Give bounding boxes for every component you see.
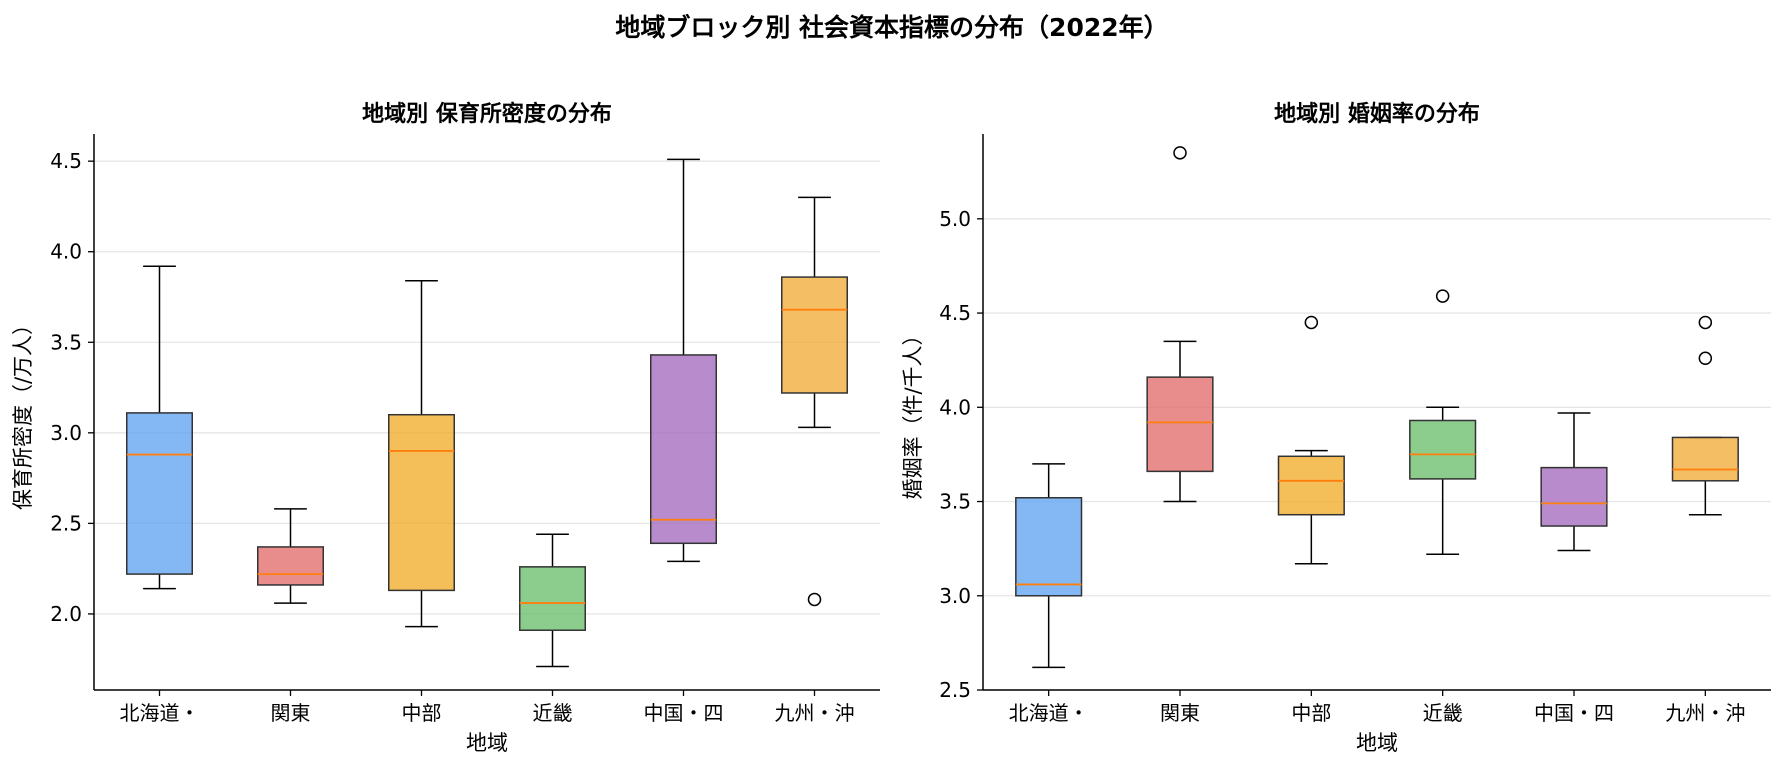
box-2 <box>1277 315 1345 565</box>
x-tick-label: 中国・四 <box>644 701 724 725</box>
x-axis-label: 地域 <box>1356 731 1398 755</box>
x-tick-label: 北海道・ <box>120 701 200 725</box>
y-tick-label: 2.5 <box>939 678 971 702</box>
y-axis-label: 保育所密度（/万人） <box>11 314 35 510</box>
y-tick-label: 4.0 <box>50 240 82 264</box>
y-tick-label: 4.5 <box>939 301 971 325</box>
iqr-box <box>650 354 717 545</box>
x-tick-label: 中部 <box>402 701 442 725</box>
box-3 <box>1409 289 1477 556</box>
box-0 <box>1015 463 1083 669</box>
x-tick-label: 中国・四 <box>1534 701 1614 725</box>
x-tick-label: 九州・沖 <box>1665 701 1745 725</box>
y-axis-label: 婚姻率（件/千人） <box>901 324 925 499</box>
box-1 <box>257 508 324 604</box>
box-5 <box>781 196 848 607</box>
x-tick-label: 関東 <box>271 701 311 725</box>
iqr-box <box>781 276 848 394</box>
outlier-point <box>1304 315 1319 330</box>
box-0 <box>126 265 193 590</box>
panel-title: 地域別 保育所密度の分布 <box>362 101 612 127</box>
iqr-box <box>519 566 586 631</box>
y-tick-label: 2.0 <box>50 602 82 626</box>
outlier-point <box>1173 146 1187 160</box>
x-axis-label: 地域 <box>466 731 508 755</box>
box-3 <box>519 533 586 668</box>
box-1 <box>1146 146 1214 503</box>
outlier-point <box>807 592 822 607</box>
x-tick-label: 関東 <box>1160 701 1200 725</box>
box-4 <box>650 158 717 563</box>
x-tick-label: 中部 <box>1291 701 1331 725</box>
y-tick-label: 4.0 <box>939 395 971 419</box>
y-tick-label: 3.5 <box>50 330 82 354</box>
y-tick-label: 3.0 <box>50 421 82 445</box>
panel-title: 地域別 婚姻率の分布 <box>1274 101 1480 127</box>
x-tick-label: 近畿 <box>533 701 573 725</box>
nursery-density-panel: 2.0 2.5 3.0 3.5 4.0 4.5 北海道・ 関東 中部 近畿 中国・四 九州・沖 地域別 … <box>11 101 880 755</box>
y-tick-label: 2.5 <box>50 511 82 535</box>
box-4 <box>1540 412 1608 552</box>
box-5 <box>1671 315 1739 516</box>
y-tick-label: 3.5 <box>939 490 971 514</box>
x-tick-label: 北海道・ <box>1009 701 1089 725</box>
iqr-box <box>1146 376 1214 473</box>
figure-title: 地域ブロック別 社会資本指標の分布（2022年） <box>615 13 1169 42</box>
y-tick-label: 3.0 <box>939 584 971 608</box>
iqr-box <box>388 413 455 592</box>
iqr-box <box>1015 497 1083 597</box>
iqr-box <box>1671 436 1739 482</box>
iqr-box <box>1409 419 1477 480</box>
y-tick-label: 5.0 <box>939 207 971 231</box>
y-tick-label: 4.5 <box>50 149 82 173</box>
x-tick-label: 九州・沖 <box>775 701 855 725</box>
marriage-rate-panel: 2.5 3.0 3.5 4.0 4.5 5.0 北海道・ 関東 中部 近畿 中国・四 九州・沖 地域別 … <box>901 101 1771 755</box>
outlier-point <box>1698 351 1713 366</box>
iqr-box <box>257 546 324 586</box>
outlier-point <box>1435 289 1450 303</box>
x-tick-label: 近畿 <box>1423 701 1463 725</box>
box-2 <box>388 279 455 628</box>
outlier-point <box>1698 315 1713 330</box>
iqr-box <box>126 412 193 575</box>
iqr-box <box>1277 455 1345 516</box>
iqr-box <box>1540 466 1608 527</box>
